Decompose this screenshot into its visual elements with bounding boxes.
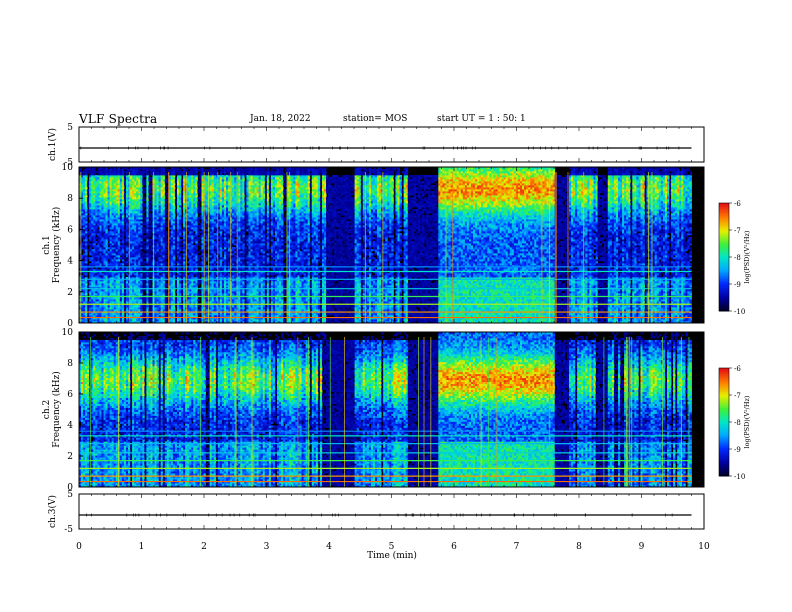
spectrogram-cell [197, 299, 199, 301]
waveform-ylabel: ch.1(V) [47, 128, 58, 161]
waveform-frame [79, 127, 704, 162]
y-tick-label: 5 [67, 123, 73, 133]
waveform-panel-1: 5-5ch.1(V) [47, 123, 704, 168]
